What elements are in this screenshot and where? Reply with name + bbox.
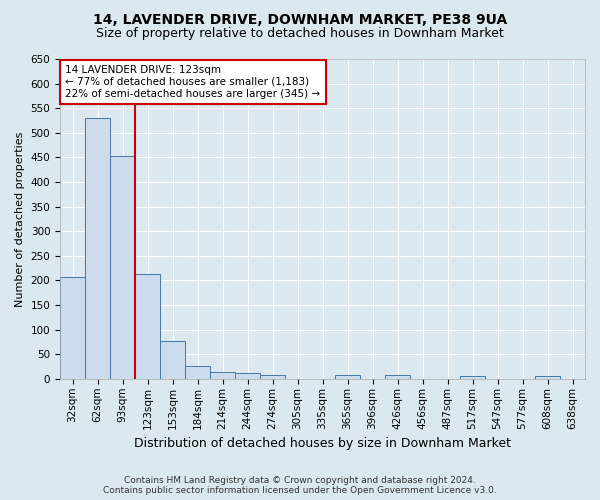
- Bar: [460, 376, 485, 379]
- Bar: [85, 118, 110, 379]
- Bar: [335, 376, 360, 379]
- Bar: [235, 372, 260, 379]
- Bar: [385, 376, 410, 379]
- X-axis label: Distribution of detached houses by size in Downham Market: Distribution of detached houses by size …: [134, 437, 511, 450]
- Text: 14 LAVENDER DRIVE: 123sqm
← 77% of detached houses are smaller (1,183)
22% of se: 14 LAVENDER DRIVE: 123sqm ← 77% of detac…: [65, 66, 320, 98]
- Text: 14, LAVENDER DRIVE, DOWNHAM MARKET, PE38 9UA: 14, LAVENDER DRIVE, DOWNHAM MARKET, PE38…: [93, 12, 507, 26]
- Bar: [160, 341, 185, 379]
- Text: Size of property relative to detached houses in Downham Market: Size of property relative to detached ho…: [96, 28, 504, 40]
- Bar: [260, 375, 285, 379]
- Bar: [135, 274, 160, 379]
- Bar: [110, 156, 135, 379]
- Bar: [535, 376, 560, 379]
- Bar: [210, 372, 235, 379]
- Text: Contains HM Land Registry data © Crown copyright and database right 2024.
Contai: Contains HM Land Registry data © Crown c…: [103, 476, 497, 495]
- Y-axis label: Number of detached properties: Number of detached properties: [15, 132, 25, 306]
- Bar: [60, 277, 85, 379]
- Bar: [185, 366, 210, 379]
